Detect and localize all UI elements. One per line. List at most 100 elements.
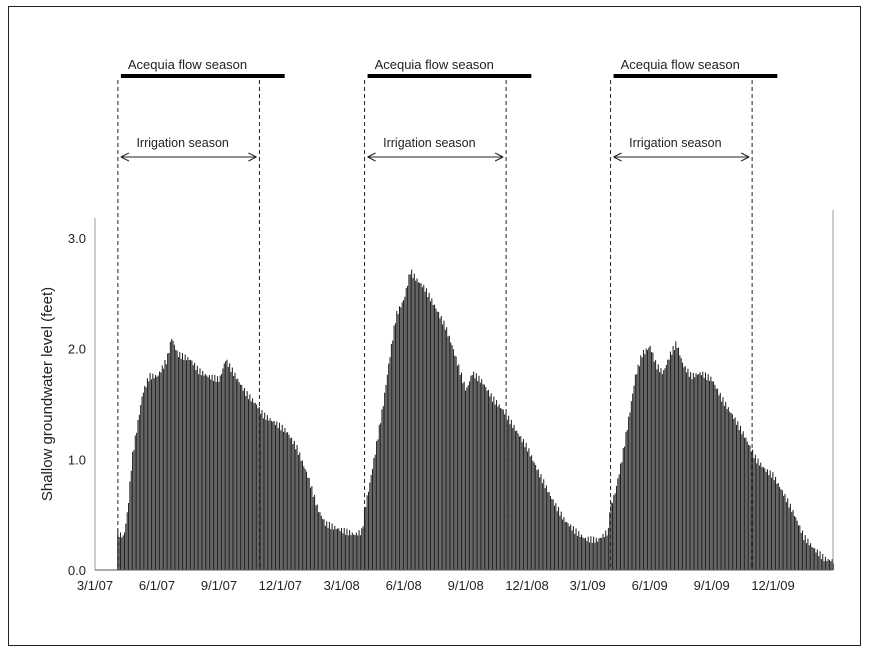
bar <box>210 379 212 570</box>
bar <box>586 541 588 570</box>
bar <box>618 474 620 570</box>
bar <box>583 538 585 570</box>
bar <box>136 432 138 570</box>
bar <box>603 537 605 570</box>
acequia-flow-label: Acequia flow season <box>621 57 740 72</box>
bar <box>285 432 287 570</box>
bar <box>579 536 581 570</box>
bar <box>392 340 394 570</box>
x-tick-label: 12/1/08 <box>505 578 548 593</box>
bar <box>130 470 132 570</box>
bar <box>532 460 534 570</box>
bar <box>606 535 608 570</box>
bar <box>121 537 123 570</box>
bar <box>549 495 551 570</box>
bar <box>398 306 401 570</box>
bar <box>831 559 833 570</box>
bar <box>486 390 488 570</box>
bar <box>508 415 510 570</box>
bar <box>134 435 136 570</box>
bar <box>435 308 437 570</box>
bar <box>750 451 752 570</box>
bar <box>796 520 798 570</box>
bar <box>522 439 525 570</box>
bar <box>802 530 804 570</box>
bar <box>252 398 254 570</box>
bar <box>409 274 411 570</box>
bar <box>485 387 487 570</box>
bar <box>632 393 634 570</box>
bar <box>723 405 725 570</box>
bar <box>401 302 403 570</box>
bar <box>748 444 750 570</box>
bar <box>584 537 587 570</box>
bar <box>820 559 822 570</box>
bar <box>296 444 298 570</box>
bar <box>653 361 655 570</box>
bar <box>559 515 561 570</box>
bar <box>651 352 653 570</box>
bar <box>350 535 352 570</box>
bar <box>556 511 558 570</box>
bar <box>284 427 286 570</box>
y-tick-labels: 0.0 1.0 2.0 3.0 <box>68 231 86 578</box>
bar <box>668 359 670 570</box>
bar <box>505 412 507 570</box>
bar <box>171 339 173 570</box>
bar <box>587 536 589 570</box>
bar <box>326 521 328 570</box>
bar <box>571 530 573 570</box>
bar <box>609 512 611 570</box>
bar <box>672 345 674 570</box>
bar <box>789 503 791 570</box>
bar <box>777 482 779 570</box>
bar <box>328 521 330 570</box>
bar <box>413 273 415 570</box>
bar <box>192 365 194 570</box>
bar <box>200 375 202 570</box>
bar <box>216 376 219 570</box>
bar <box>439 318 441 570</box>
bar <box>742 431 744 570</box>
bar <box>268 420 270 570</box>
bar <box>509 424 511 570</box>
bar <box>141 396 143 570</box>
bar <box>545 485 547 570</box>
bar <box>493 396 495 570</box>
bar <box>516 430 518 570</box>
bar <box>595 537 597 570</box>
bar <box>518 436 520 570</box>
bar <box>423 284 425 570</box>
bar <box>572 526 574 570</box>
bar <box>628 416 630 570</box>
bar <box>307 477 309 570</box>
bar <box>738 430 740 570</box>
bar <box>254 402 256 570</box>
bar <box>381 409 383 570</box>
bar <box>242 390 244 570</box>
bar <box>452 349 454 570</box>
bar <box>785 502 787 570</box>
bar <box>467 385 469 570</box>
bar <box>204 373 206 570</box>
bar <box>269 418 271 570</box>
bar <box>351 532 353 570</box>
bar <box>766 469 768 570</box>
bar <box>389 357 391 570</box>
bar <box>520 436 522 570</box>
bar <box>646 350 649 570</box>
bar <box>185 360 188 570</box>
bar <box>494 404 496 570</box>
bar <box>818 556 820 570</box>
bar <box>146 378 148 570</box>
bar <box>708 380 711 570</box>
bar <box>226 359 228 570</box>
bar <box>633 385 635 570</box>
bar <box>361 528 363 570</box>
bar <box>758 465 760 570</box>
bar <box>591 542 593 570</box>
bar <box>253 403 255 570</box>
bar <box>482 384 484 570</box>
bar <box>272 421 274 570</box>
arrow-left-head <box>367 152 376 162</box>
